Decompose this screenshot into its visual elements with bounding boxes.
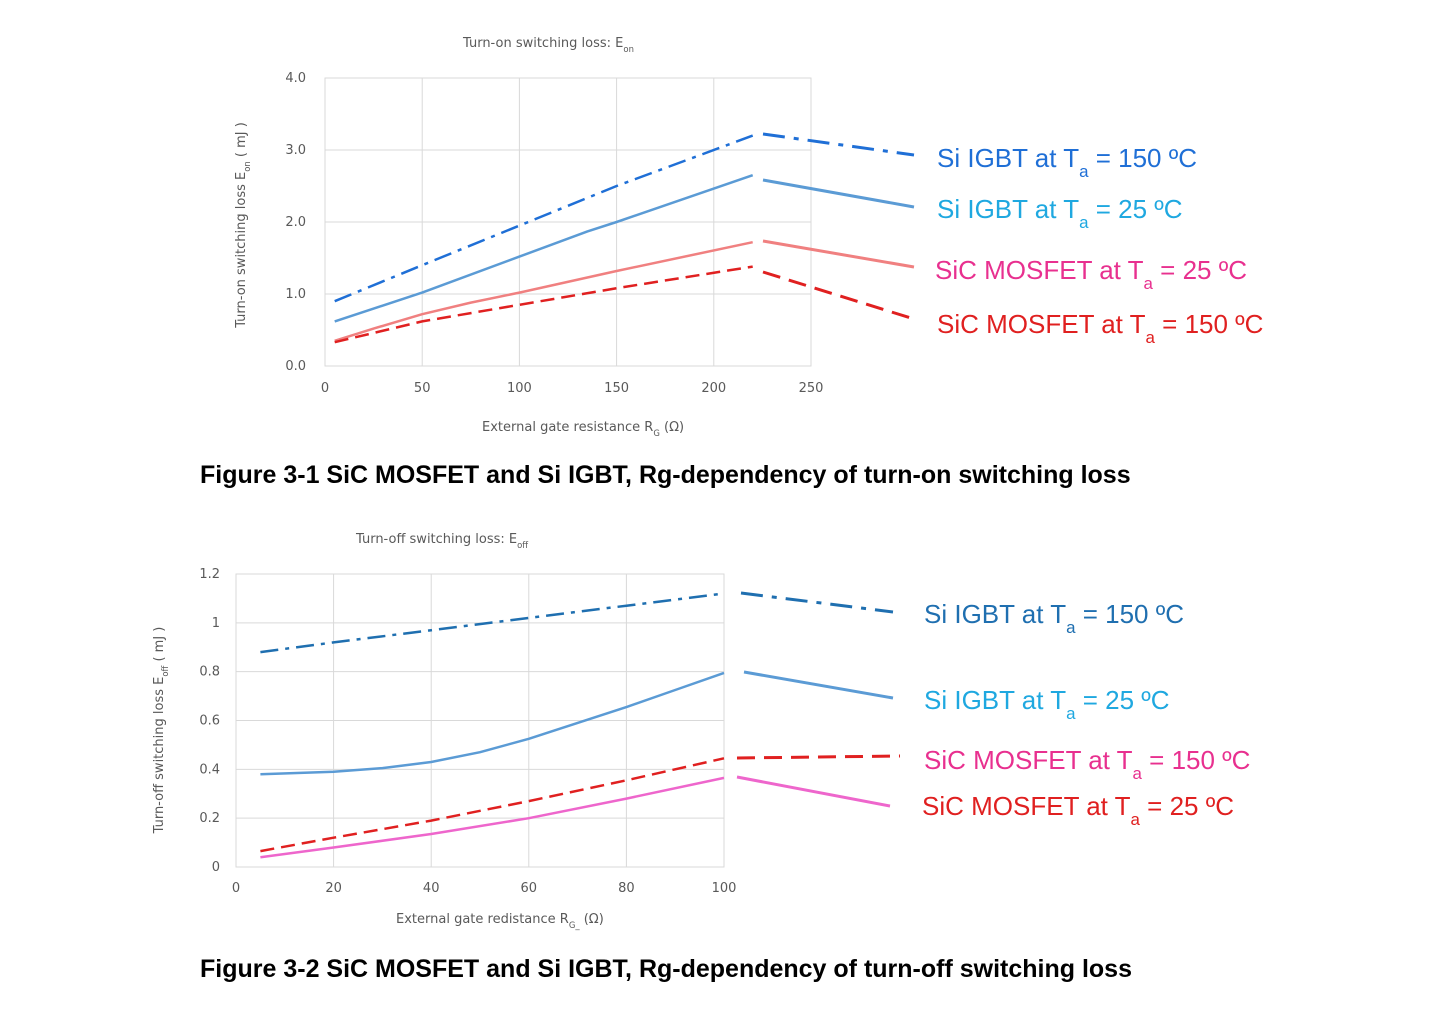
y-tick-label: 0.4 (199, 762, 220, 777)
series-label-1: Si IGBT at Ta = 25 ºC (937, 194, 1183, 232)
series-label-1-tail: = 25 ºC (1089, 194, 1183, 224)
series-label-3-tail: = 25 ºC (1140, 791, 1234, 821)
x-tick-label: 60 (521, 881, 538, 896)
series-label-0-sub: a (1079, 162, 1089, 181)
y-axis-label-sub: off (160, 665, 170, 676)
series-leader-2 (762, 239, 915, 269)
series-leader-3 (736, 775, 891, 808)
y-axis-label: Turn-off switching loss Eoff ( mJ ) (152, 627, 170, 835)
y-axis-label-sub: on (242, 161, 252, 172)
series-label-1-main: Si IGBT at T (924, 685, 1066, 715)
x-axis-label: External gate resistance RG (Ω) (482, 420, 684, 438)
y-tick-label: 0.8 (199, 665, 220, 680)
x-axis-label-tail: (Ω) (660, 420, 684, 435)
y-tick-label: 0.0 (285, 359, 306, 374)
series-leader-1 (743, 670, 894, 700)
y-axis-label-tail: ( mJ ) (152, 627, 167, 666)
series-label-1: Si IGBT at Ta = 25 ºC (924, 685, 1170, 723)
chart-title-main: Turn-on switching loss: E (462, 36, 623, 51)
y-tick-label: 3.0 (285, 143, 306, 158)
series-line-1 (334, 174, 754, 323)
chart-title: Turn-on switching loss: Eon (462, 36, 634, 54)
x-tick-label: 80 (618, 881, 635, 896)
series-label-3: SiC MOSFET at Ta = 25 ºC (922, 791, 1234, 829)
series-line-0 (260, 592, 725, 654)
chart-title-sub: on (623, 44, 634, 54)
series-label-0-sub: a (1066, 618, 1076, 637)
x-tick-label: 250 (799, 381, 824, 396)
series-label-2-sub: a (1144, 274, 1154, 293)
y-axis-label-main: Turn-on switching loss E (234, 172, 249, 329)
series-label-1-main: Si IGBT at T (937, 194, 1079, 224)
x-tick-label: 200 (701, 381, 726, 396)
y-axis-label: Turn-on switching loss Eon ( mJ ) (234, 122, 252, 329)
x-tick-label: 20 (325, 881, 342, 896)
series-label-3-tail: = 150 ºC (1155, 309, 1264, 339)
y-tick-label: 1.0 (285, 287, 306, 302)
series-label-1-sub: a (1066, 704, 1076, 723)
x-tick-label: 50 (414, 381, 431, 396)
series-label-2: SiC MOSFET at Ta = 150 ºC (924, 745, 1250, 783)
y-tick-label: 1 (212, 616, 220, 631)
chart-title-main: Turn-off switching loss: E (355, 532, 517, 547)
y-tick-label: 0.2 (199, 811, 220, 826)
y-tick-label: 0 (212, 860, 220, 875)
figure-caption: Figure 3-2 SiC MOSFET and Si IGBT, Rg-de… (200, 955, 1132, 983)
series-label-2-main: SiC MOSFET at T (935, 255, 1144, 285)
y-tick-label: 4.0 (285, 71, 306, 86)
x-axis-label-sub: G (653, 428, 660, 438)
series-label-2-tail: = 150 ºC (1142, 745, 1251, 775)
series-leader-0 (740, 591, 894, 614)
series-line-2 (260, 757, 725, 853)
chart-title: Turn-off switching loss: Eoff (355, 532, 528, 550)
x-tick-label: 0 (232, 881, 240, 896)
x-tick-label: 100 (712, 881, 737, 896)
series-label-2-sub: a (1133, 764, 1143, 783)
x-axis-label-sub: G_ (569, 920, 581, 930)
x-tick-label: 40 (423, 881, 440, 896)
series-label-3-sub: a (1146, 328, 1156, 347)
turn-on-chart: 0 50 100 150 200 250 0.0 1.0 2.0 3.0 4.0 Turn-on sw… (200, 36, 1263, 489)
series-label-1-sub: a (1079, 213, 1089, 232)
series-label-3-main: SiC MOSFET at T (937, 309, 1146, 339)
figure-caption: Figure 3-1 SiC MOSFET and Si IGBT, Rg-de… (200, 461, 1131, 489)
x-tick-label: 100 (507, 381, 532, 396)
x-axis-label-main: External gate resistance R (482, 420, 653, 435)
series-leader-1 (762, 178, 915, 209)
chart-title-sub: off (517, 540, 528, 550)
series-label-0: Si IGBT at Ta = 150 ºC (924, 599, 1184, 637)
series-label-3-main: SiC MOSFET at T (922, 791, 1131, 821)
x-tick-label: 0 (321, 381, 329, 396)
y-tick-label: 0.6 (199, 714, 220, 729)
turn-off-chart: 0 20 40 60 80 100 0 0.2 0.4 0.6 0.8 1 1.2 Turn-off sw… (152, 532, 1250, 983)
series-line-1 (260, 671, 725, 776)
x-axis-label-main: External gate redistance R (396, 912, 569, 927)
x-axis-label: External gate redistance RG_ (Ω) (396, 912, 604, 930)
y-tick-label: 1.2 (199, 567, 220, 582)
x-tick-label: 150 (604, 381, 629, 396)
series-label-0-tail: = 150 ºC (1076, 599, 1185, 629)
y-axis-label-main: Turn-off switching loss E (152, 677, 167, 835)
series-label-2-tail: = 25 ºC (1153, 255, 1247, 285)
series-line-2 (334, 240, 753, 342)
y-tick-label: 2.0 (285, 215, 306, 230)
series-label-1-tail: = 25 ºC (1076, 685, 1170, 715)
series-label-2: SiC MOSFET at Ta = 25 ºC (935, 255, 1247, 293)
series-label-3: SiC MOSFET at Ta = 150 ºC (937, 309, 1263, 347)
series-label-2-main: SiC MOSFET at T (924, 745, 1133, 775)
series-line-3 (260, 776, 725, 859)
y-axis-label-tail: ( mJ ) (234, 122, 249, 161)
series-label-0-main: Si IGBT at T (937, 143, 1079, 173)
x-axis-label-tail: (Ω) (580, 912, 604, 927)
series-label-3-sub: a (1131, 810, 1141, 829)
series-leader-0 (762, 132, 915, 157)
series-line-0 (334, 134, 754, 303)
series-label-0-main: Si IGBT at T (924, 599, 1066, 629)
series-label-0: Si IGBT at Ta = 150 ºC (937, 143, 1197, 181)
series-label-0-tail: = 150 ºC (1089, 143, 1198, 173)
series-leader-2 (736, 754, 901, 760)
